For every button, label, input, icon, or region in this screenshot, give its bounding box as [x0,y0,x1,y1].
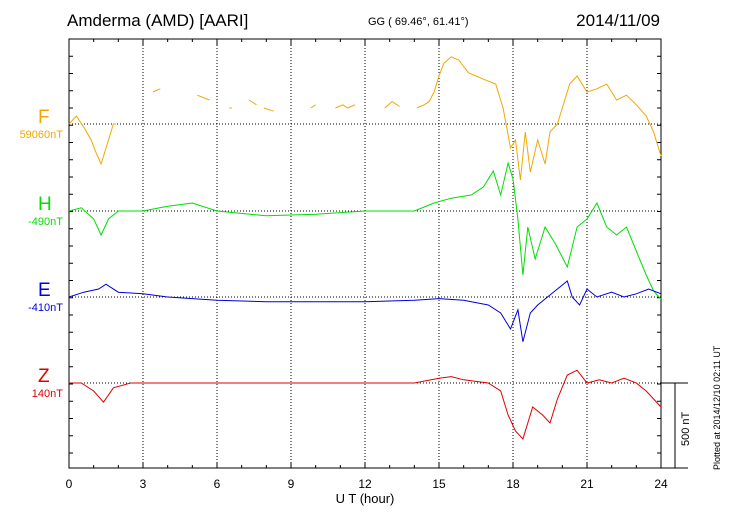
series-traces [68,56,662,440]
component-label-h: H [38,194,52,215]
component-baseline-h: -490nT [28,216,63,228]
station-coordinates: GG ( 69.46°, 61.41°) [368,16,469,28]
series-line-f [384,100,400,109]
series-line-f [248,99,257,106]
series-line-z [69,369,662,440]
series-line-f [416,56,662,181]
scale-bar-label: 500 nT [680,411,692,446]
scale-bar [661,382,688,469]
series-line-e [68,280,662,342]
series-line-f [310,104,316,109]
component-label-f: F [38,107,50,128]
series-line-f [335,104,356,109]
component-baseline-z: 140nT [31,388,63,400]
x-axis-label: U T (hour) [335,491,395,506]
vertical-gridlines [142,39,588,468]
series-line-f [263,107,274,112]
x-tick-labels: 0 3 6 9 12 15 18 21 24 [66,477,668,491]
x-tick-label: 12 [358,477,372,491]
series-line-f [68,115,116,166]
x-tick-label: 9 [288,477,295,491]
series-line-h [68,161,662,300]
series-line-f [152,88,161,93]
x-tick-label: 3 [140,477,147,491]
x-tick-label: 24 [654,477,668,491]
x-tick-label: 0 [66,477,73,491]
plot-frame [68,38,662,469]
x-tick-label: 15 [432,477,446,491]
component-label-e: E [38,280,51,301]
plotted-timestamp: Plotted at 2014/12/10 02:11 UT [712,345,722,470]
x-tick-label: 6 [214,477,221,491]
component-baseline-f: 59060nT [19,129,63,141]
axis-ticks [68,39,662,468]
plot-date: 2014/11/09 [576,11,660,30]
component-baseline-e: -410nT [28,302,63,314]
x-tick-label: 18 [506,477,520,491]
component-label-z: Z [38,366,50,387]
station-title: Amderma (AMD) [AARI] [67,11,249,30]
series-line-f [197,94,210,101]
x-tick-label: 21 [580,477,594,491]
